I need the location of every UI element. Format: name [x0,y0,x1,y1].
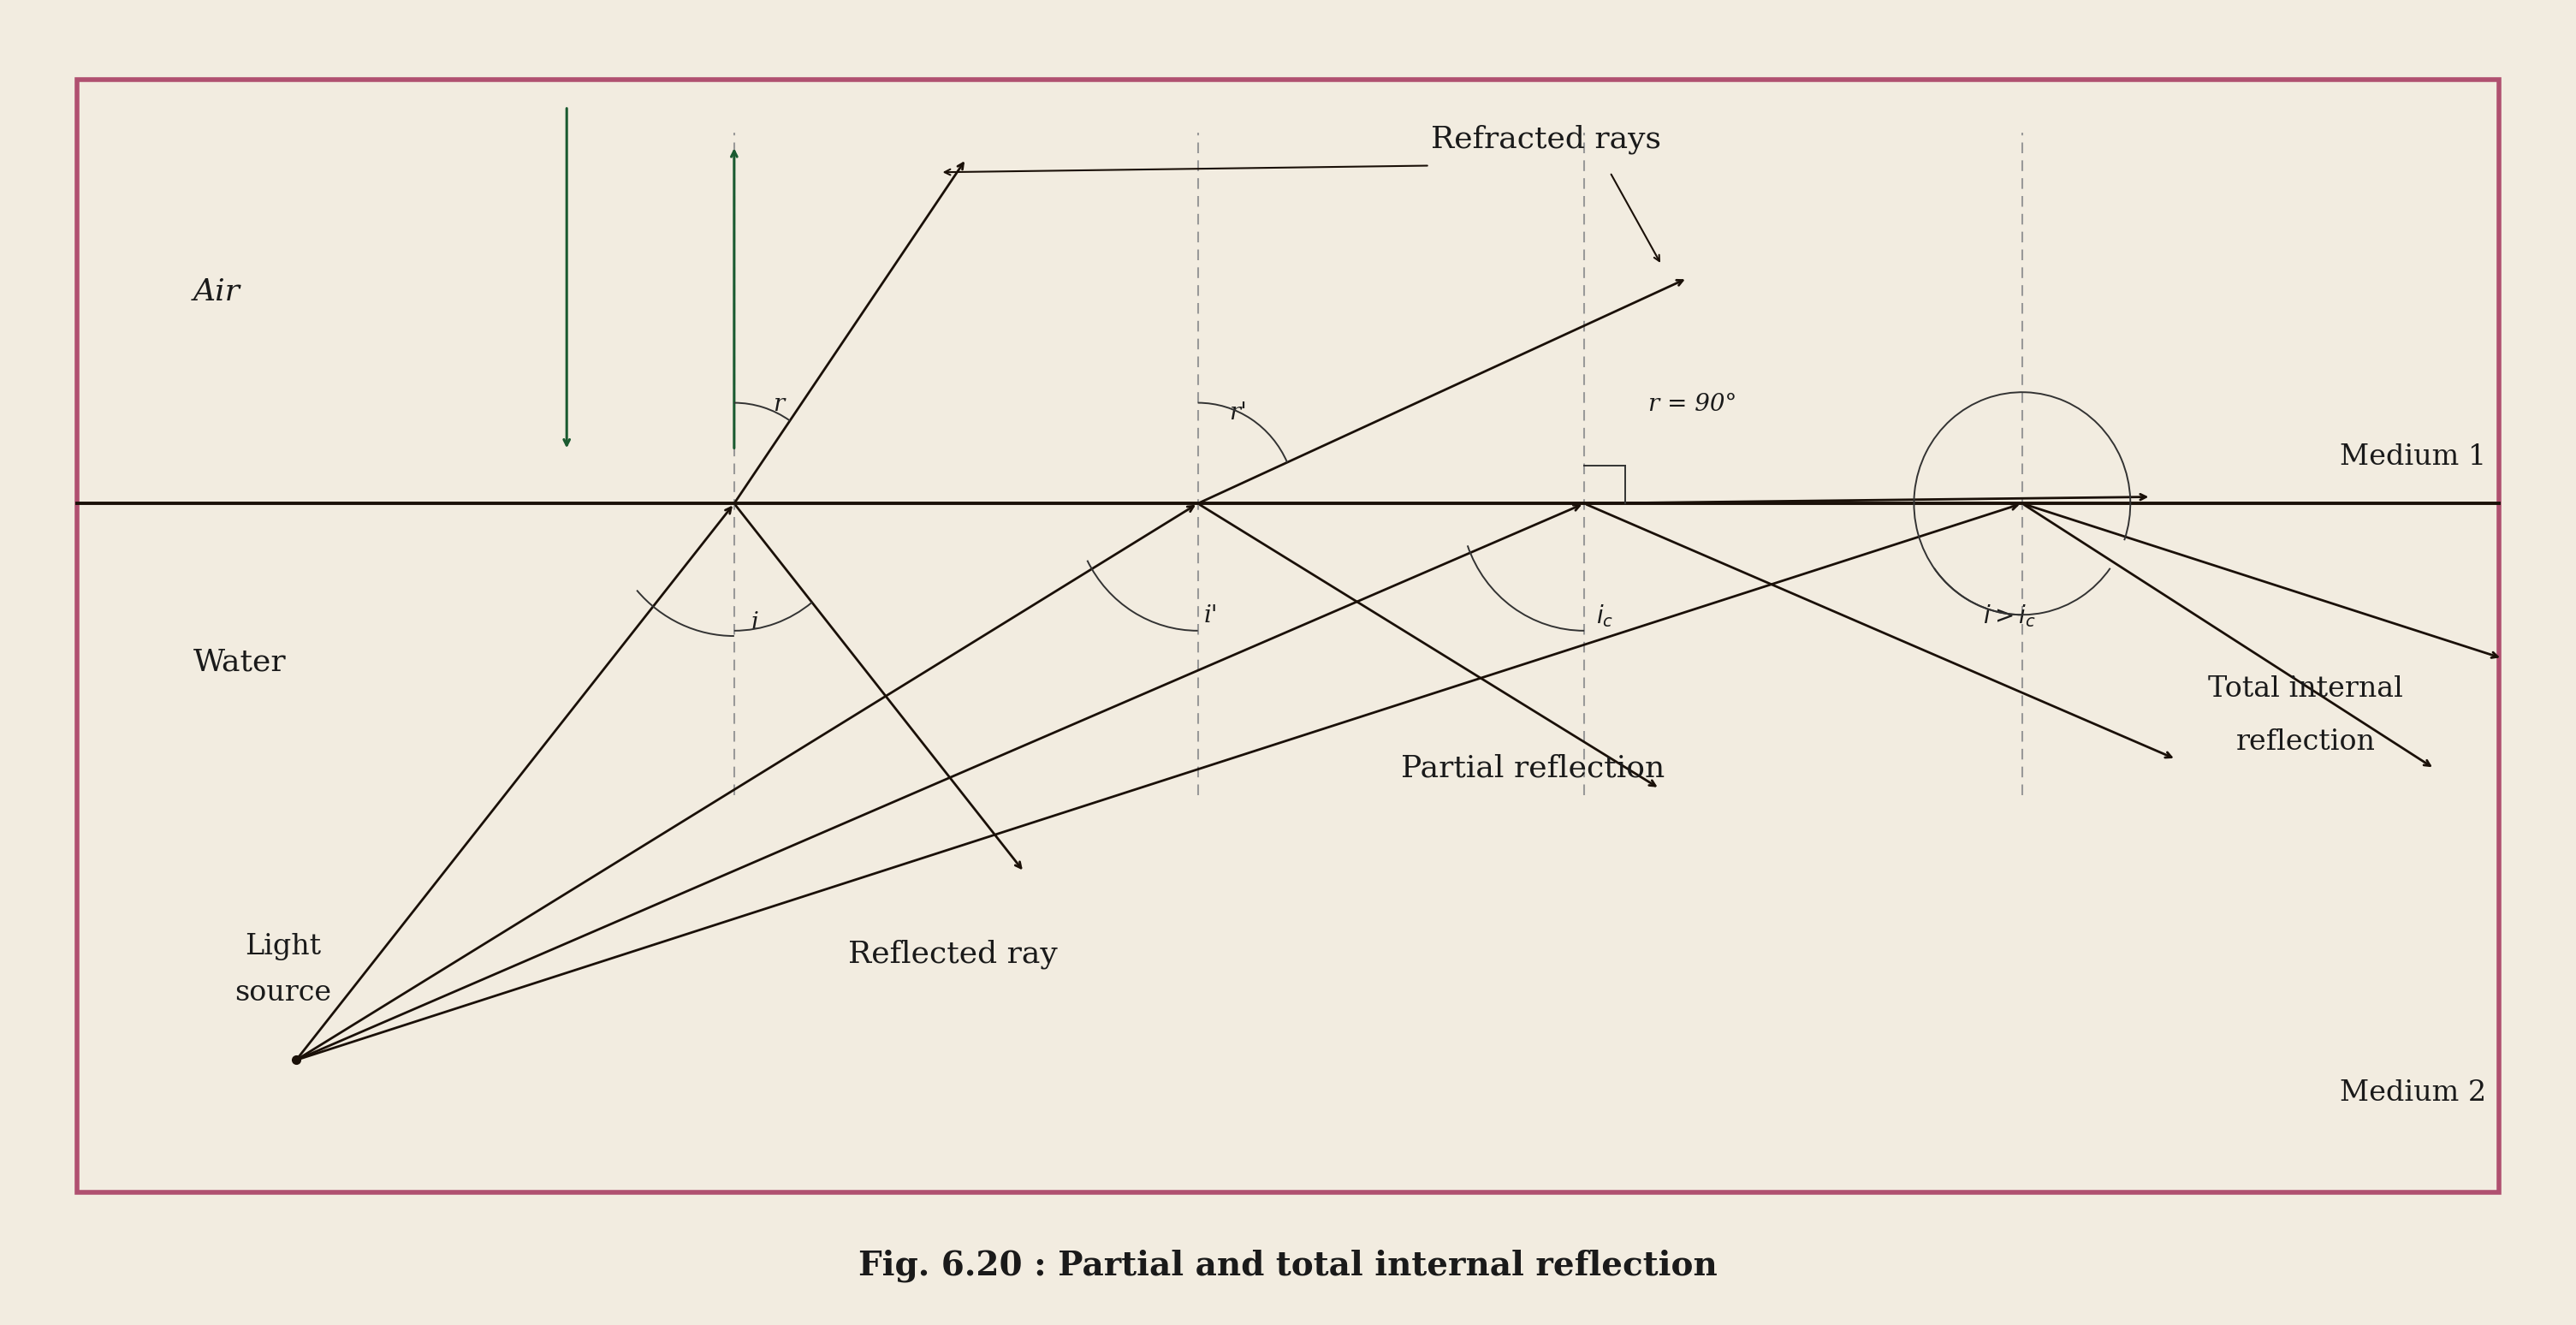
Text: i': i' [1203,604,1218,628]
Text: Total internal: Total internal [2208,676,2403,702]
Text: Medium 1: Medium 1 [2339,444,2486,470]
Text: Fig. 6.20 : Partial and total internal reflection: Fig. 6.20 : Partial and total internal r… [858,1249,1718,1281]
Text: i: i [752,611,757,635]
Text: Refracted rays: Refracted rays [1430,125,1662,154]
Text: r': r' [1229,401,1247,425]
Text: $i_c$: $i_c$ [1597,603,1613,629]
Text: Reflected ray: Reflected ray [848,939,1059,969]
Text: Medium 2: Medium 2 [2339,1080,2486,1106]
Text: Water: Water [193,648,286,677]
Text: Partial reflection: Partial reflection [1401,754,1664,783]
Text: source: source [234,979,332,1007]
Text: $i>i_c$: $i>i_c$ [1984,603,2035,629]
Text: Air: Air [193,277,240,306]
Text: r: r [773,392,783,416]
Text: Light: Light [245,933,322,961]
Text: reflection: reflection [2236,729,2375,755]
Text: r = 90°: r = 90° [1649,392,1736,416]
FancyBboxPatch shape [77,80,2499,1193]
